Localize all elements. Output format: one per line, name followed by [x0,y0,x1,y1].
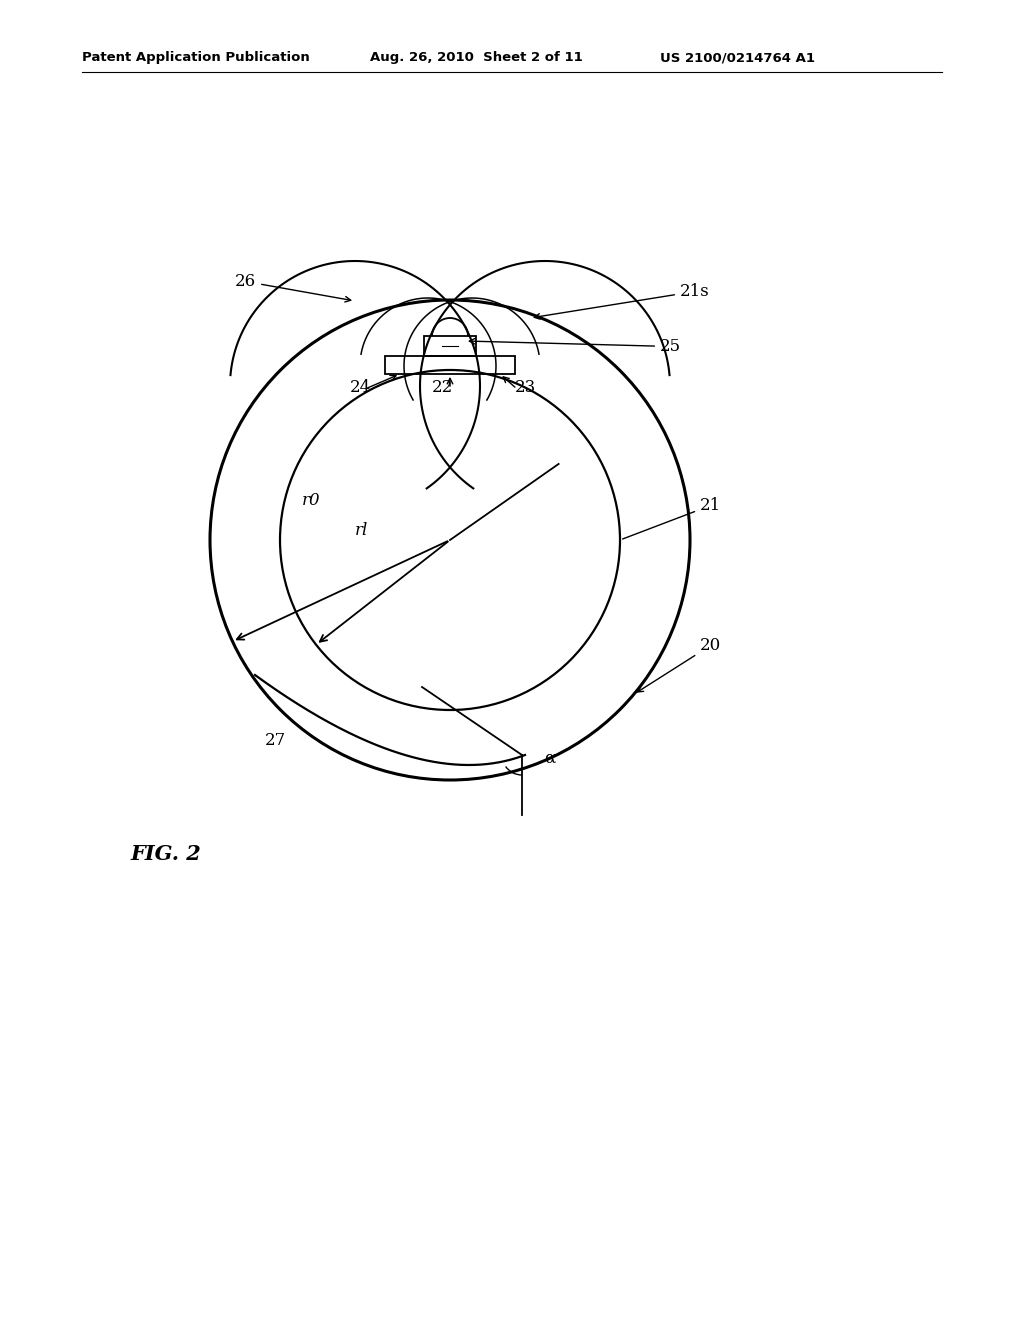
Text: 20: 20 [638,638,721,692]
Text: r0: r0 [302,492,321,510]
Text: α: α [544,750,555,767]
Text: US 2100/0214764 A1: US 2100/0214764 A1 [660,51,815,65]
Text: 24: 24 [350,379,372,396]
Text: FIG. 2: FIG. 2 [130,843,201,865]
Text: Patent Application Publication: Patent Application Publication [82,51,309,65]
Text: rl: rl [355,521,369,539]
Text: 25: 25 [469,338,681,355]
Text: Aug. 26, 2010  Sheet 2 of 11: Aug. 26, 2010 Sheet 2 of 11 [370,51,583,65]
Bar [385,356,515,374]
Text: 26: 26 [234,273,351,302]
Text: 21s: 21s [535,282,710,319]
Text: 23: 23 [515,379,537,396]
Text: 22: 22 [431,379,453,396]
Text: 21: 21 [623,498,721,539]
Bar [424,337,476,356]
Text: 27: 27 [265,733,287,748]
